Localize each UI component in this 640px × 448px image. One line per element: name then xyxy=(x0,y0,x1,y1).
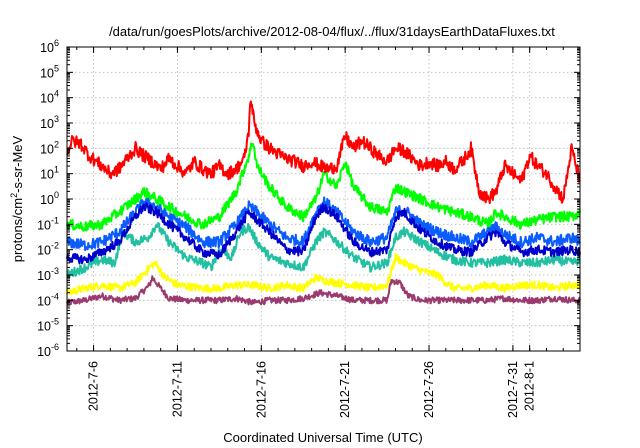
x-axis: 2012-7-6 2012-7-11 2012-7-16 2012-7-21 2012-… xyxy=(76,47,564,418)
x-tick-label: 2012-7-31 xyxy=(506,361,520,418)
y-tick-label: 10-2 xyxy=(37,241,59,258)
chart-title: /data/run/goesPlots/archive/2012-08-04/f… xyxy=(109,24,555,39)
x-tick-label: 2012-8-1 xyxy=(523,361,537,411)
x-tick-label: 2012-7-21 xyxy=(338,361,352,418)
y-axis: 10-6 10-5 10-4 10-3 10-2 10-1 100 101 102 103 104 1… xyxy=(37,38,580,359)
y-tick-label: 10-1 xyxy=(37,215,59,232)
y-tick-label: 103 xyxy=(40,114,59,131)
y-tick-label: 10-3 xyxy=(37,266,59,283)
y-tick-label: 102 xyxy=(40,139,59,156)
x-tick-label: 2012-7-6 xyxy=(87,361,101,411)
y-axis-label-superscript: 2 xyxy=(9,193,19,198)
y-tick-label: 100 xyxy=(40,190,59,207)
y-tick-label: 10-6 xyxy=(37,342,59,359)
series-line-0 xyxy=(66,275,581,306)
y-axis-label: protons/cm2-s-sr-MeV xyxy=(9,135,25,262)
y-tick-label: 104 xyxy=(40,89,59,106)
x-axis-label: Coordinated Universal Time (UTC) xyxy=(223,430,422,445)
series-line-2 xyxy=(66,222,581,279)
y-axis-label-main: protons/cm xyxy=(10,198,25,262)
series-line-4 xyxy=(66,202,581,265)
x-tick-label: 2012-7-26 xyxy=(422,361,436,418)
x-tick-label: 2012-7-16 xyxy=(254,361,268,418)
series-line-1 xyxy=(66,252,581,295)
series-line-5 xyxy=(66,142,581,232)
y-tick-label: 105 xyxy=(40,63,59,80)
series-line-6 xyxy=(66,100,581,205)
y-tick-label: 106 xyxy=(40,38,59,55)
y-tick-label: 10-5 xyxy=(37,317,59,334)
series-group xyxy=(66,100,581,306)
y-tick-label: 101 xyxy=(40,165,59,182)
x-tick-label: 2012-7-11 xyxy=(170,361,184,417)
y-tick-label: 10-4 xyxy=(37,291,59,308)
y-axis-label-units: -s-sr-MeV xyxy=(10,135,25,192)
